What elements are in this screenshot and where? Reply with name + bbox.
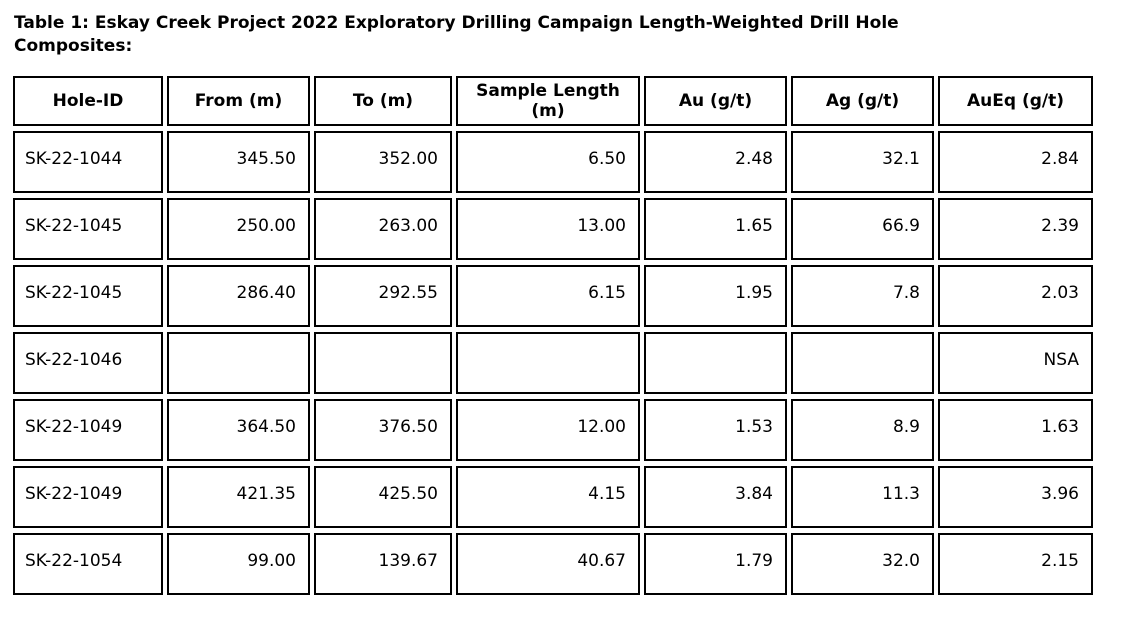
page-title-line2: Composites: <box>14 35 133 56</box>
header-row: Hole-ID From (m) To (m) Sample Length (m) Au… <box>13 75 1093 126</box>
value-cell: 292.55 <box>314 264 452 327</box>
value-cell: 8.9 <box>791 398 934 461</box>
value-cell: 139.67 <box>314 532 452 595</box>
value-cell: 286.40 <box>167 264 310 327</box>
hole-id-cell: SK-22-1054 <box>13 532 163 595</box>
value-cell: 32.0 <box>791 532 934 595</box>
value-cell: 1.65 <box>644 197 787 260</box>
value-cell: 1.63 <box>938 398 1093 461</box>
hole-id-cell: SK-22-1045 <box>13 264 163 327</box>
page-title-line1: Table 1: Eskay Creek Project 2022 Explor… <box>14 13 899 33</box>
value-cell: 32.1 <box>791 130 934 193</box>
column-header-hole-id: Hole-ID <box>13 75 163 126</box>
value-cell: 1.95 <box>644 264 787 327</box>
value-cell: 40.67 <box>456 532 640 595</box>
column-header-au-g-t: Au (g/t) <box>644 75 787 126</box>
value-cell: 4.15 <box>456 465 640 528</box>
column-header-ag-g-t: Ag (g/t) <box>791 75 934 126</box>
value-cell: 7.8 <box>791 264 934 327</box>
column-header-from-m: From (m) <box>167 75 310 126</box>
value-cell: 421.35 <box>167 465 310 528</box>
value-cell: 99.00 <box>167 532 310 595</box>
value-cell: 1.79 <box>644 532 787 595</box>
value-cell <box>791 331 934 394</box>
value-cell: 263.00 <box>314 197 452 260</box>
value-cell <box>456 331 640 394</box>
column-header-aueq-g-t: AuEq (g/t) <box>938 75 1093 126</box>
value-cell: 11.3 <box>791 465 934 528</box>
column-header-sample-length-m: Sample Length (m) <box>456 75 640 126</box>
value-cell: 2.39 <box>938 197 1093 260</box>
table-row: SK-22-1049 421.35 425.50 4.15 3.84 11.3 3.96 <box>13 465 1093 528</box>
value-cell: 2.15 <box>938 532 1093 595</box>
value-cell: 6.50 <box>456 130 640 193</box>
table-body: SK-22-1044 345.50 352.00 6.50 2.48 32.1 2.84 SK… <box>13 130 1093 595</box>
value-cell: 425.50 <box>314 465 452 528</box>
value-cell: 2.48 <box>644 130 787 193</box>
value-cell: 250.00 <box>167 197 310 260</box>
value-cell: 13.00 <box>456 197 640 260</box>
table-row: SK-22-1054 99.00 139.67 40.67 1.79 32.0 2.15 <box>13 532 1093 595</box>
value-cell: 2.84 <box>938 130 1093 193</box>
hole-id-cell: SK-22-1046 <box>13 331 163 394</box>
table-row: SK-22-1046 NSA <box>13 331 1093 394</box>
value-cell: 12.00 <box>456 398 640 461</box>
value-cell <box>167 331 310 394</box>
value-cell: 3.96 <box>938 465 1093 528</box>
table-row: SK-22-1049 364.50 376.50 12.00 1.53 8.9 1.63 <box>13 398 1093 461</box>
value-cell: NSA <box>938 331 1093 394</box>
value-cell: 66.9 <box>791 197 934 260</box>
value-cell: 1.53 <box>644 398 787 461</box>
table-row: SK-22-1045 250.00 263.00 13.00 1.65 66.9 2.39 <box>13 197 1093 260</box>
value-cell <box>644 331 787 394</box>
value-cell: 2.03 <box>938 264 1093 327</box>
column-header-to-m: To (m) <box>314 75 452 126</box>
hole-id-cell: SK-22-1044 <box>13 130 163 193</box>
table-row: SK-22-1045 286.40 292.55 6.15 1.95 7.8 2.03 <box>13 264 1093 327</box>
value-cell: 376.50 <box>314 398 452 461</box>
page-title: Table 1: Eskay Creek Project 2022 Explor… <box>14 12 1147 58</box>
value-cell: 364.50 <box>167 398 310 461</box>
value-cell: 345.50 <box>167 130 310 193</box>
drill-composites-table: Hole-ID From (m) To (m) Sample Length (m) Au… <box>9 71 1097 600</box>
value-cell: 352.00 <box>314 130 452 193</box>
hole-id-cell: SK-22-1045 <box>13 197 163 260</box>
table-row: SK-22-1044 345.50 352.00 6.50 2.48 32.1 2.84 <box>13 130 1093 193</box>
value-cell <box>314 331 452 394</box>
value-cell: 6.15 <box>456 264 640 327</box>
value-cell: 3.84 <box>644 465 787 528</box>
hole-id-cell: SK-22-1049 <box>13 398 163 461</box>
hole-id-cell: SK-22-1049 <box>13 465 163 528</box>
